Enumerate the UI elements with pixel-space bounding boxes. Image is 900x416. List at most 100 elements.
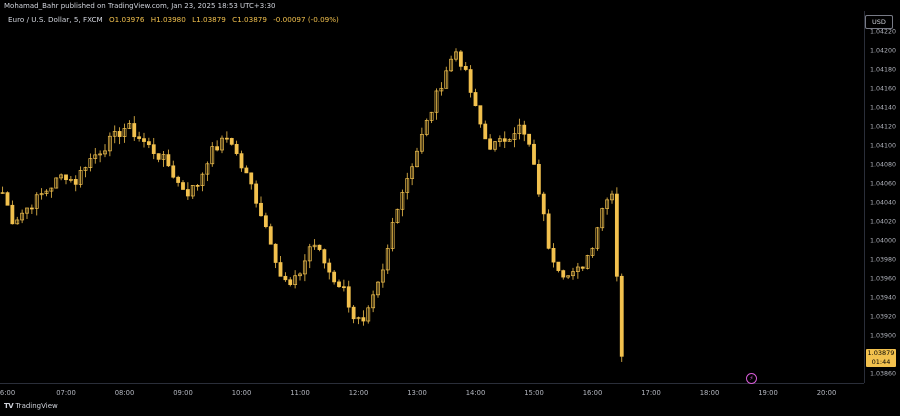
candle-body bbox=[302, 260, 307, 275]
candle-body bbox=[268, 226, 273, 245]
candle-body bbox=[522, 124, 527, 135]
candle-body bbox=[283, 275, 288, 281]
candle-body bbox=[322, 249, 327, 264]
candle-body bbox=[366, 307, 371, 322]
y-tick-label: 1.04020 bbox=[870, 219, 896, 226]
candle-body bbox=[512, 133, 517, 141]
candle-body bbox=[54, 177, 59, 189]
currency-button[interactable]: USD bbox=[865, 15, 893, 29]
candle-body bbox=[156, 153, 161, 160]
candle-body bbox=[29, 207, 34, 210]
candle-body bbox=[468, 69, 473, 93]
candle-body bbox=[25, 207, 29, 214]
last-price-label: 1.03879 01:44 bbox=[866, 349, 896, 367]
candle-body bbox=[15, 219, 20, 225]
candle-body bbox=[254, 183, 259, 204]
candle-body bbox=[517, 124, 522, 135]
legend-low: L1.03879 bbox=[192, 15, 226, 24]
candle-body bbox=[312, 244, 317, 248]
candle-body bbox=[473, 92, 478, 107]
candle-body bbox=[249, 172, 254, 185]
y-tick-label: 1.04220 bbox=[870, 29, 896, 36]
candle-body bbox=[244, 167, 249, 174]
y-tick-label: 1.04060 bbox=[870, 181, 896, 188]
candle-body bbox=[332, 271, 337, 283]
y-tick-label: 1.04000 bbox=[870, 238, 896, 245]
candle-body bbox=[341, 286, 346, 289]
candle-body bbox=[259, 202, 263, 217]
candle-body bbox=[171, 165, 176, 178]
candle-body bbox=[439, 87, 444, 92]
candle-body bbox=[234, 143, 239, 154]
x-tick-label: 11:00 bbox=[290, 389, 310, 397]
candle-body bbox=[361, 317, 366, 322]
candle-body bbox=[205, 163, 210, 175]
x-tick-label: 18:00 bbox=[700, 389, 720, 397]
x-tick-label: 19:00 bbox=[758, 389, 778, 397]
candle-body bbox=[73, 179, 78, 185]
symbol-legend: Euro / U.S. Dollar, 5, FXCM O1.03976 H1.… bbox=[8, 15, 339, 24]
candle-body bbox=[561, 270, 566, 278]
tv-logo-icon: TV bbox=[4, 402, 14, 410]
candle-body bbox=[580, 266, 585, 269]
legend-open: O1.03976 bbox=[109, 15, 145, 24]
y-tick-label: 1.03900 bbox=[870, 333, 896, 340]
candle-body bbox=[127, 123, 132, 129]
candle-body bbox=[166, 154, 171, 167]
candle-body bbox=[395, 208, 400, 223]
candle-body bbox=[532, 143, 536, 165]
candle-body bbox=[181, 182, 185, 190]
x-tick-label: 13:00 bbox=[407, 389, 427, 397]
candle-body bbox=[68, 179, 73, 181]
candle-body bbox=[307, 246, 312, 262]
bar-countdown: 01:44 bbox=[871, 358, 891, 366]
candle-body bbox=[273, 243, 278, 263]
candle-body bbox=[224, 137, 229, 140]
candle-body bbox=[444, 70, 449, 89]
candle-body bbox=[5, 192, 10, 206]
y-tick-label: 1.04140 bbox=[870, 105, 896, 112]
y-tick-label: 1.04040 bbox=[870, 200, 896, 207]
candle-body bbox=[293, 275, 298, 285]
x-tick-label: 09:00 bbox=[173, 389, 193, 397]
lightning-icon[interactable]: ⚡ bbox=[746, 373, 757, 384]
candle-body bbox=[419, 134, 424, 152]
candle-body bbox=[376, 281, 380, 296]
candle-body bbox=[566, 275, 571, 278]
candle-body bbox=[571, 271, 575, 277]
x-tick-label: 15:00 bbox=[524, 389, 544, 397]
candle-body bbox=[117, 131, 122, 137]
candle-body bbox=[483, 123, 488, 140]
candle-body bbox=[449, 58, 454, 72]
candle-body bbox=[415, 150, 419, 168]
candle-body bbox=[410, 166, 415, 179]
y-tick-label: 1.04160 bbox=[870, 86, 896, 93]
y-tick-label: 1.03860 bbox=[870, 371, 896, 378]
candle-body bbox=[195, 185, 200, 187]
candle-body bbox=[137, 136, 142, 139]
candle-body bbox=[44, 190, 49, 194]
candle-body bbox=[385, 248, 390, 271]
price-axis-divider bbox=[864, 11, 865, 383]
y-tick-label: 1.04120 bbox=[870, 124, 896, 131]
candle-body bbox=[536, 163, 541, 195]
y-tick-label: 1.03960 bbox=[870, 276, 896, 283]
candle-body bbox=[39, 193, 44, 196]
candle-body bbox=[575, 266, 580, 272]
candle-body bbox=[356, 317, 361, 320]
candle-body bbox=[478, 105, 483, 125]
x-tick-label: 10:00 bbox=[232, 389, 252, 397]
x-tick-label: 14:00 bbox=[466, 389, 486, 397]
candle-body bbox=[151, 144, 156, 154]
last-price-value: 1.03879 bbox=[867, 349, 895, 357]
candle-body bbox=[83, 167, 88, 171]
candle-body bbox=[288, 279, 293, 285]
candle-body bbox=[20, 212, 25, 221]
candle-body bbox=[405, 178, 410, 193]
x-tick-label: 08:00 bbox=[115, 389, 135, 397]
candle-body bbox=[185, 189, 190, 197]
candle-body bbox=[298, 273, 302, 277]
y-tick-label: 1.03920 bbox=[870, 314, 896, 321]
candle-body bbox=[463, 65, 468, 70]
